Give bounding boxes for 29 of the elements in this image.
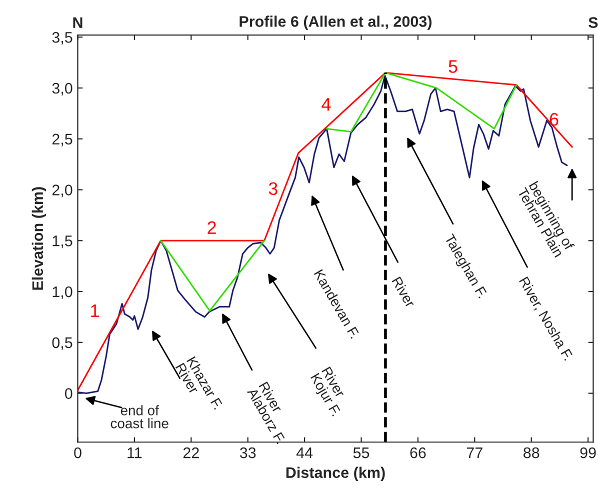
x-tick-label: 11 (128, 448, 142, 458)
y-tick-label: 2,5 (52, 134, 72, 146)
x-tick-label: 66 (410, 447, 426, 458)
x-tick-label: 55 (353, 448, 370, 458)
y-tick-label: 2,0 (52, 184, 72, 198)
y-tick-label: 1,5 (52, 236, 72, 248)
y-tick-label: 1,0 (52, 286, 72, 300)
y-axis-title: Elevation (km) (32, 187, 46, 290)
annotation: 1 (91, 304, 99, 317)
text: S (588, 17, 598, 28)
annotation: 2 (208, 221, 216, 234)
annotation: 3 (268, 182, 278, 196)
x-tick-label: 44 (296, 448, 313, 458)
x-tick-label: 22 (183, 447, 199, 458)
x-axis-title: Distance (km) (286, 466, 385, 482)
annotation: 4 (322, 98, 331, 111)
x-tick-label: 33 (240, 447, 256, 458)
chart-title: Profile 6 (Allen et al., 2003) (240, 16, 432, 30)
y-tick-label: 0,5 (52, 337, 72, 350)
y-tick-label: 3,0 (52, 82, 72, 96)
x-tick-label: 88 (524, 447, 540, 458)
text: N (73, 17, 82, 28)
x-tick-label: 77 (466, 448, 482, 458)
annotation: end of coast line (110, 405, 168, 428)
y-tick-label: 0 (64, 388, 72, 399)
x-tick-label: 0 (74, 447, 82, 458)
annotation: 5 (448, 60, 458, 73)
x-tick-label: 99 (580, 447, 596, 458)
y-tick-label: 3,5 (52, 32, 72, 45)
